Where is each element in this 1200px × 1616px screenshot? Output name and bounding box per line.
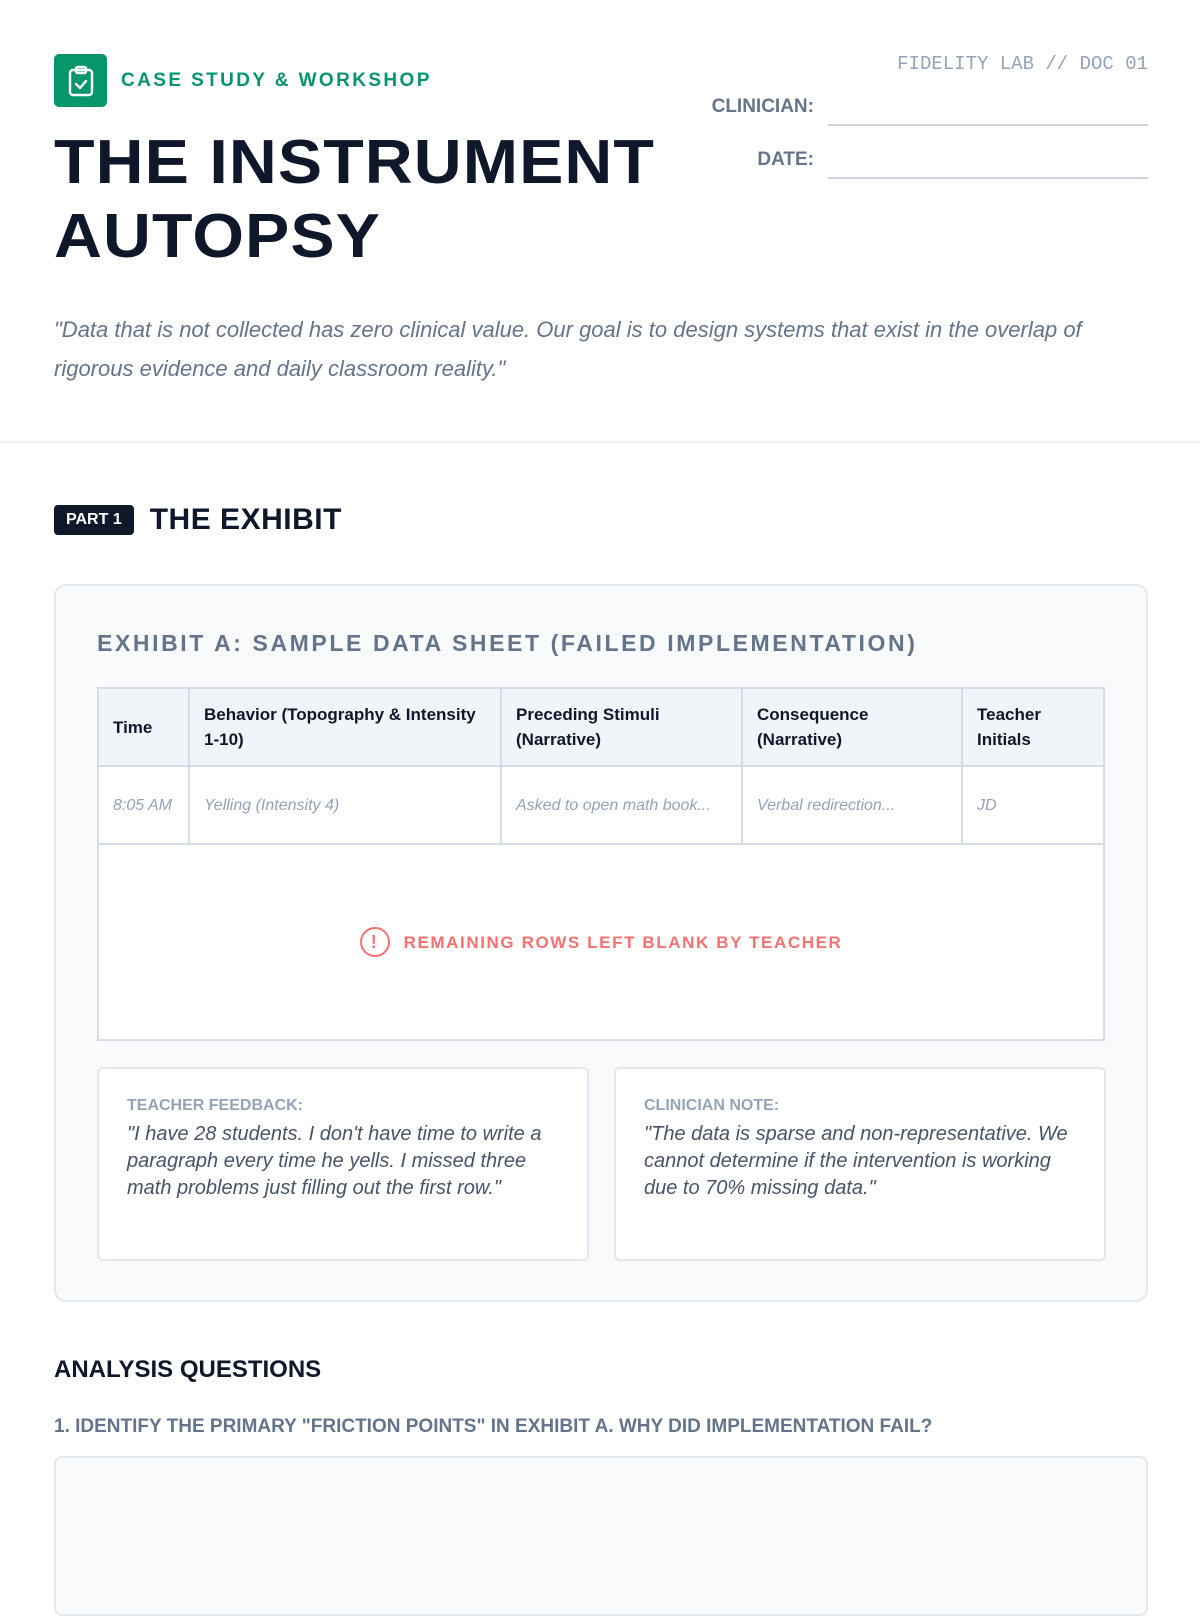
table-header-row: Time Behavior (Topography & Intensity 1-… bbox=[97, 687, 1105, 767]
cell: Verbal redirection... bbox=[741, 765, 963, 845]
column-header: Behavior (Topography & Intensity 1-10) bbox=[188, 687, 502, 767]
part-title: THE EXHIBIT bbox=[149, 503, 342, 536]
clinician-note-text: "The data is sparse and non-representati… bbox=[644, 1123, 1068, 1199]
title-line-2: AUTOPSY bbox=[54, 202, 381, 271]
kicker: CASE STUDY & WORKSHOP bbox=[121, 69, 432, 91]
clinician-label: CLINICIAN: bbox=[711, 96, 814, 117]
date-input[interactable] bbox=[828, 149, 1148, 179]
analysis-heading: ANALYSIS QUESTIONS bbox=[54, 1356, 322, 1383]
cell: JD bbox=[961, 765, 1105, 845]
question-1: 1. IDENTIFY THE PRIMARY "FRICTION POINTS… bbox=[54, 1416, 933, 1437]
quote: "Data that is not collected has zero cli… bbox=[54, 317, 1082, 381]
column-header: Teacher Initials bbox=[961, 687, 1105, 767]
column-header: Time bbox=[97, 687, 190, 767]
clinician-note-label: CLINICIAN NOTE: bbox=[644, 1097, 780, 1114]
cell: Yelling (Intensity 4) bbox=[188, 765, 502, 845]
answer-1-input[interactable] bbox=[54, 1456, 1148, 1616]
page-title: THE INSTRUMENT AUTOPSY bbox=[54, 126, 655, 274]
blank-row: ! REMAINING ROWS LEFT BLANK BY TEACHER bbox=[97, 843, 1105, 1041]
teacher-feedback-text: "I have 28 students. I don't have time t… bbox=[127, 1123, 542, 1199]
teacher-feedback-label: TEACHER FEEDBACK: bbox=[127, 1097, 303, 1114]
cell: Asked to open math book... bbox=[500, 765, 743, 845]
blank-notice: ! REMAINING ROWS LEFT BLANK BY TEACHER bbox=[359, 927, 843, 957]
alert-circle-icon: ! bbox=[359, 927, 390, 957]
blank-cell: ! REMAINING ROWS LEFT BLANK BY TEACHER bbox=[97, 843, 1105, 1041]
cell: 8:05 AM bbox=[97, 765, 190, 845]
blank-notice-text: REMAINING ROWS LEFT BLANK BY TEACHER bbox=[403, 932, 843, 952]
teacher-feedback-card: TEACHER FEEDBACK: "I have 28 students. I… bbox=[97, 1067, 589, 1261]
data-sheet-table: Time Behavior (Topography & Intensity 1-… bbox=[97, 687, 1105, 1041]
date-label: DATE: bbox=[757, 149, 814, 170]
column-header: Preceding Stimuli (Narrative) bbox=[500, 687, 743, 767]
clinician-field[interactable]: CLINICIAN: bbox=[712, 96, 1148, 126]
doc-id: FIDELITY LAB // DOC 01 bbox=[897, 53, 1148, 75]
table-row: 8:05 AM Yelling (Intensity 4) Asked to o… bbox=[97, 765, 1105, 845]
brand-row: CASE STUDY & WORKSHOP bbox=[54, 54, 432, 107]
part-tag: PART 1 bbox=[54, 505, 134, 535]
part-heading: PART 1 THE EXHIBIT bbox=[54, 503, 342, 537]
exhibit-card: EXHIBIT A: SAMPLE DATA SHEET (FAILED IMP… bbox=[54, 584, 1148, 1302]
exhibit-title: EXHIBIT A: SAMPLE DATA SHEET (FAILED IMP… bbox=[97, 630, 918, 656]
title-line-1: THE INSTRUMENT bbox=[54, 128, 655, 197]
clinician-input[interactable] bbox=[828, 96, 1148, 126]
header: CASE STUDY & WORKSHOP THE INSTRUMENT AUTO… bbox=[0, 0, 1200, 443]
column-header: Consequence (Narrative) bbox=[741, 687, 963, 767]
clipboard-check-icon bbox=[54, 54, 107, 107]
date-field[interactable]: DATE: bbox=[757, 149, 1148, 179]
clinician-note-card: CLINICIAN NOTE: "The data is sparse and … bbox=[614, 1067, 1106, 1261]
